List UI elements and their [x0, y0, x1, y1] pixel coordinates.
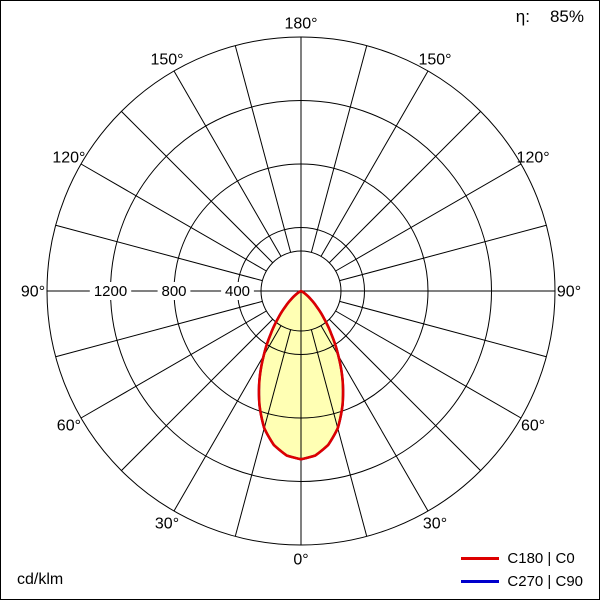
ring-label-bg-800: [157, 282, 191, 300]
grid-spoke-315: [121, 318, 274, 471]
ring-label-400: 400: [225, 283, 250, 300]
legend-label-c0: C180 | C0: [507, 550, 575, 567]
angle-label-120-right: 120°: [517, 150, 550, 167]
legend-item-c0: C180 | C0: [461, 547, 583, 570]
legend-line-red-icon: [461, 557, 500, 560]
angle-label-60-right: 60°: [521, 418, 545, 435]
curve-c180-c0: [257, 289, 345, 461]
grid-spoke-225: [121, 111, 274, 264]
angle-label-150-left: 150°: [150, 51, 183, 68]
grid-spoke-210: [173, 70, 282, 257]
grid-spoke-150: [320, 70, 429, 257]
grid-spoke-120: [335, 163, 522, 272]
grid-spoke-135: [328, 111, 481, 264]
angle-label-0: 0°: [293, 552, 308, 569]
efficiency-value: 85%: [549, 7, 584, 26]
grid-spoke-105: [339, 224, 547, 282]
unit-label: cd/klm: [17, 571, 64, 588]
ring-label-1200: 1200: [94, 283, 127, 300]
ring-label-bg-400: [221, 282, 254, 300]
angle-label-30-left: 30°: [155, 516, 179, 533]
angle-label-180: 180°: [284, 16, 317, 33]
angle-label-120-left: 120°: [52, 150, 85, 167]
ring-label-800: 800: [161, 283, 186, 300]
grid-spoke-165: [310, 45, 368, 253]
efficiency-readout: η: 85%: [516, 7, 584, 27]
grid-spoke-75: [339, 300, 547, 358]
angle-label-90-right: 90°: [557, 284, 581, 301]
grid-spoke-345: [234, 329, 292, 537]
angle-label-90-left: 90°: [21, 284, 45, 301]
grid-spoke-45: [328, 318, 481, 471]
grid-spoke-15: [310, 329, 368, 537]
angle-label-60-left: 60°: [57, 418, 81, 435]
legend-label-c90: C270 | C90: [507, 573, 583, 590]
angle-label-30-right: 30°: [423, 516, 447, 533]
ring-label-bg-1200: [89, 282, 132, 300]
efficiency-label: η:: [515, 7, 530, 26]
grid-spoke-300: [80, 310, 267, 419]
grid-spoke-195: [234, 45, 292, 253]
legend-line-blue-icon: [461, 580, 500, 583]
grid-spoke-240: [80, 163, 267, 272]
legend-item-c90: C270 | C90: [461, 570, 583, 593]
grid-spoke-285: [55, 300, 263, 358]
angle-label-150-right: 150°: [418, 51, 451, 68]
grid-spoke-255: [55, 224, 263, 282]
grid-spoke-60: [335, 310, 522, 419]
legend: C180 | C0 C270 | C90: [461, 547, 583, 593]
